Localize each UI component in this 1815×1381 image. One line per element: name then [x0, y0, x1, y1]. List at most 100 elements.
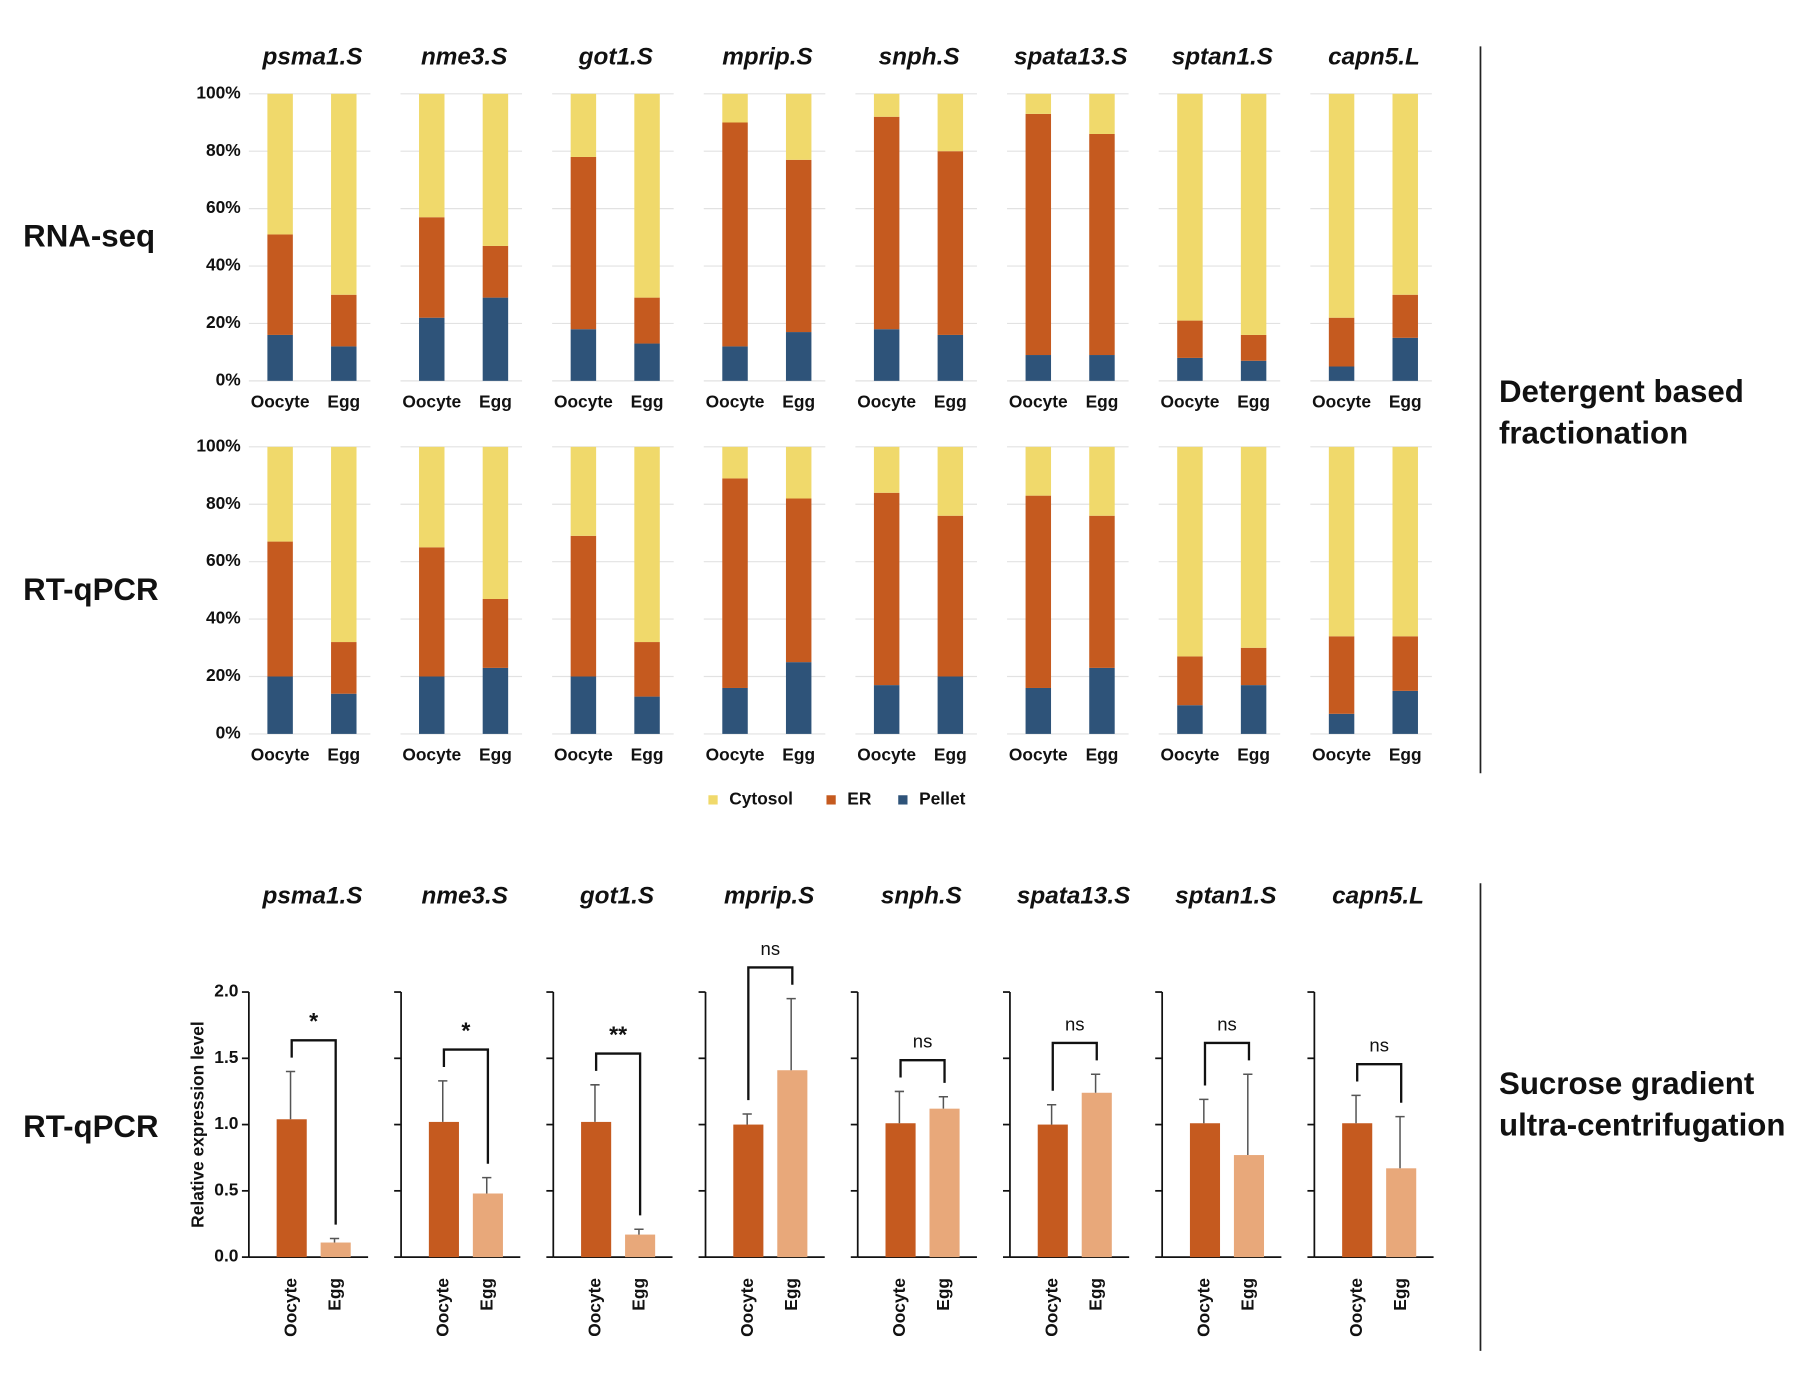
legend-label: Cytosol: [729, 788, 793, 808]
bar: [1189, 1123, 1221, 1258]
x-tick-label: Egg: [781, 1278, 801, 1311]
bar-segment: [1177, 446, 1203, 657]
y-tick-label: 0%: [216, 369, 241, 389]
y-tick-label: 20%: [206, 665, 241, 685]
panel-title: psma1.S: [262, 43, 363, 70]
bar-segment: [785, 159, 812, 333]
bar-segment: [1089, 355, 1115, 381]
bar-segment: [937, 515, 964, 677]
x-tick-label: Egg: [1086, 744, 1119, 764]
bar-segment: [1240, 446, 1267, 648]
bar-segment: [1328, 636, 1355, 714]
bar-segment: [570, 93, 597, 157]
significance-label: ns: [1369, 1035, 1389, 1056]
x-tick-label: Egg: [324, 1278, 344, 1311]
bar-segment: [634, 642, 660, 697]
x-tick-label: Oocyte: [1009, 391, 1068, 411]
error-bar: [742, 1113, 752, 1125]
side-label: Detergent based: [1499, 374, 1744, 409]
bar: [777, 1070, 808, 1258]
bar-segment: [1025, 446, 1052, 496]
bar-segment: [1177, 93, 1203, 321]
bar-segment: [937, 676, 964, 734]
x-tick-label: Oocyte: [1346, 1278, 1366, 1337]
bar: [1081, 1092, 1112, 1258]
bar-segment: [482, 93, 509, 246]
error-bar: [482, 1176, 492, 1194]
x-tick-label: Egg: [1389, 744, 1422, 764]
legend-swatch: [708, 795, 718, 805]
x-tick-label: Oocyte: [857, 391, 916, 411]
legend-swatch: [826, 795, 836, 805]
error-bar: [894, 1090, 905, 1124]
x-tick-label: Egg: [782, 744, 815, 764]
bar-segment: [1392, 294, 1418, 338]
x-tick-label: Egg: [479, 391, 512, 411]
bar-segment: [634, 93, 660, 298]
bar-segment: [1240, 647, 1267, 686]
bar-segment: [419, 317, 445, 381]
y-tick-label: 80%: [206, 140, 241, 160]
x-tick-label: Oocyte: [706, 391, 765, 411]
panel-title: nme3.S: [422, 883, 508, 910]
bar-segment: [785, 662, 812, 734]
x-tick-label: Oocyte: [554, 744, 613, 764]
x-tick-label: Oocyte: [402, 744, 461, 764]
bar-segment: [267, 541, 293, 677]
bar-segment: [1328, 93, 1355, 318]
bar-segment: [1392, 636, 1418, 691]
bar-segment: [331, 446, 357, 643]
bar: [581, 1121, 612, 1258]
bar-segment: [1025, 495, 1052, 688]
bar-segment: [570, 676, 597, 734]
bar-segment: [482, 446, 509, 599]
bar-segment: [267, 334, 293, 381]
bar-segment: [1392, 690, 1418, 734]
bar-segment: [1089, 667, 1115, 734]
bar-segment: [785, 332, 812, 381]
error-bar: [1046, 1103, 1057, 1125]
bar-segment: [873, 93, 900, 117]
x-tick-label: Egg: [1238, 1278, 1258, 1311]
bar: [885, 1123, 916, 1258]
x-tick-label: Oocyte: [1161, 744, 1220, 764]
bar-segment: [267, 446, 293, 542]
bar-segment: [1089, 133, 1115, 356]
bar-segment: [1025, 93, 1052, 114]
bar: [320, 1242, 351, 1258]
legend-label: Pellet: [919, 788, 966, 808]
bar-segment: [267, 93, 293, 235]
bar-segment: [722, 687, 748, 734]
y-tick-label: 0%: [216, 722, 241, 742]
x-tick-label: Oocyte: [1041, 1278, 1061, 1337]
bar-segment: [634, 696, 660, 734]
bar-segment: [634, 446, 660, 643]
error-bar: [1395, 1115, 1405, 1169]
bar-segment: [482, 598, 509, 668]
x-tick-label: Egg: [479, 744, 512, 764]
x-tick-label: Oocyte: [1312, 744, 1371, 764]
x-tick-label: Oocyte: [1161, 391, 1220, 411]
panel-title: snph.S: [881, 883, 962, 910]
bar: [472, 1193, 503, 1258]
panel-title: sptan1.S: [1175, 883, 1276, 910]
bar-segment: [1240, 685, 1267, 734]
panel-title: capn5.L: [1332, 883, 1424, 910]
y-tick-label: 0.0: [214, 1246, 238, 1266]
bar: [276, 1119, 307, 1258]
x-tick-label: Egg: [1237, 391, 1270, 411]
bar-segment: [1328, 366, 1355, 381]
y-tick-label: 1.5: [214, 1047, 238, 1067]
x-tick-label: Egg: [476, 1278, 496, 1311]
error-bar: [938, 1095, 949, 1109]
bar-segment: [570, 329, 597, 381]
bar-segment: [937, 334, 964, 381]
bar-segment: [482, 245, 509, 298]
x-tick-label: Egg: [1085, 1278, 1105, 1311]
panel-title: spata13.S: [1017, 883, 1130, 910]
x-tick-label: Oocyte: [280, 1278, 300, 1337]
bar: [1342, 1123, 1373, 1258]
x-tick-label: Egg: [933, 1278, 953, 1311]
